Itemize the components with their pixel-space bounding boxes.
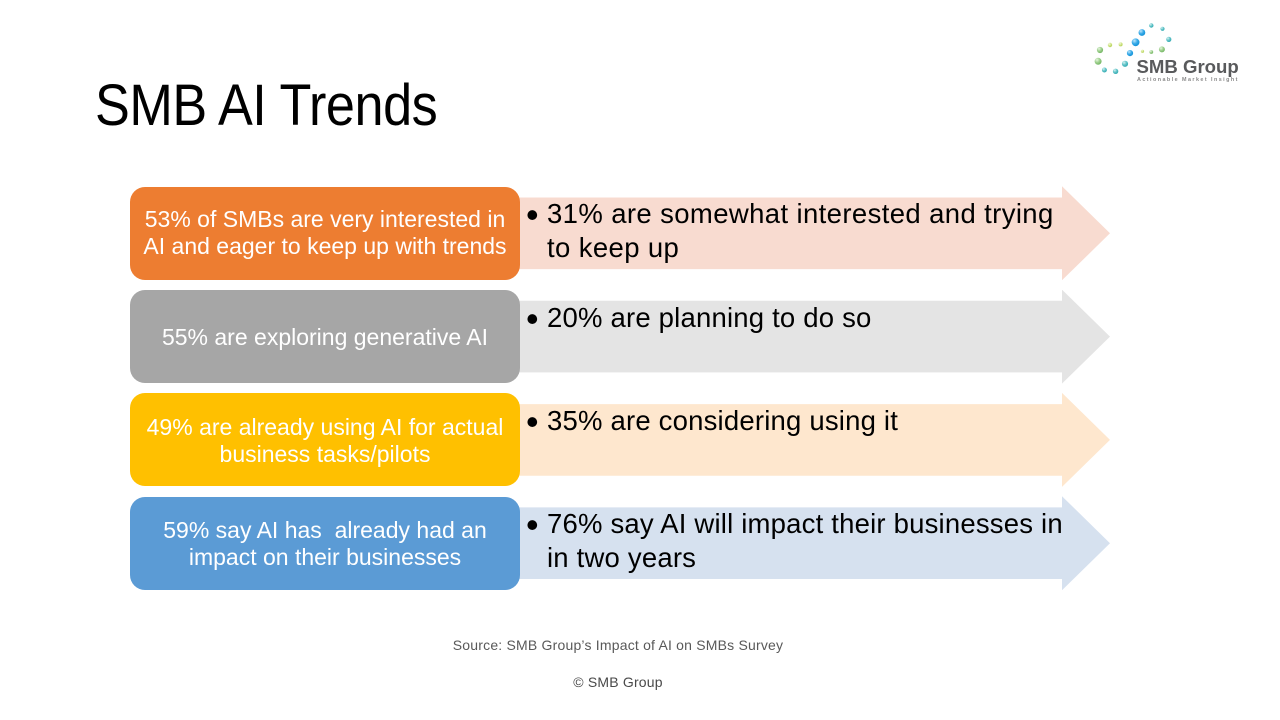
svg-text:Actionable Market Insight: Actionable Market Insight (1137, 77, 1239, 83)
svg-text:SMB Group: SMB Group (1137, 56, 1239, 77)
